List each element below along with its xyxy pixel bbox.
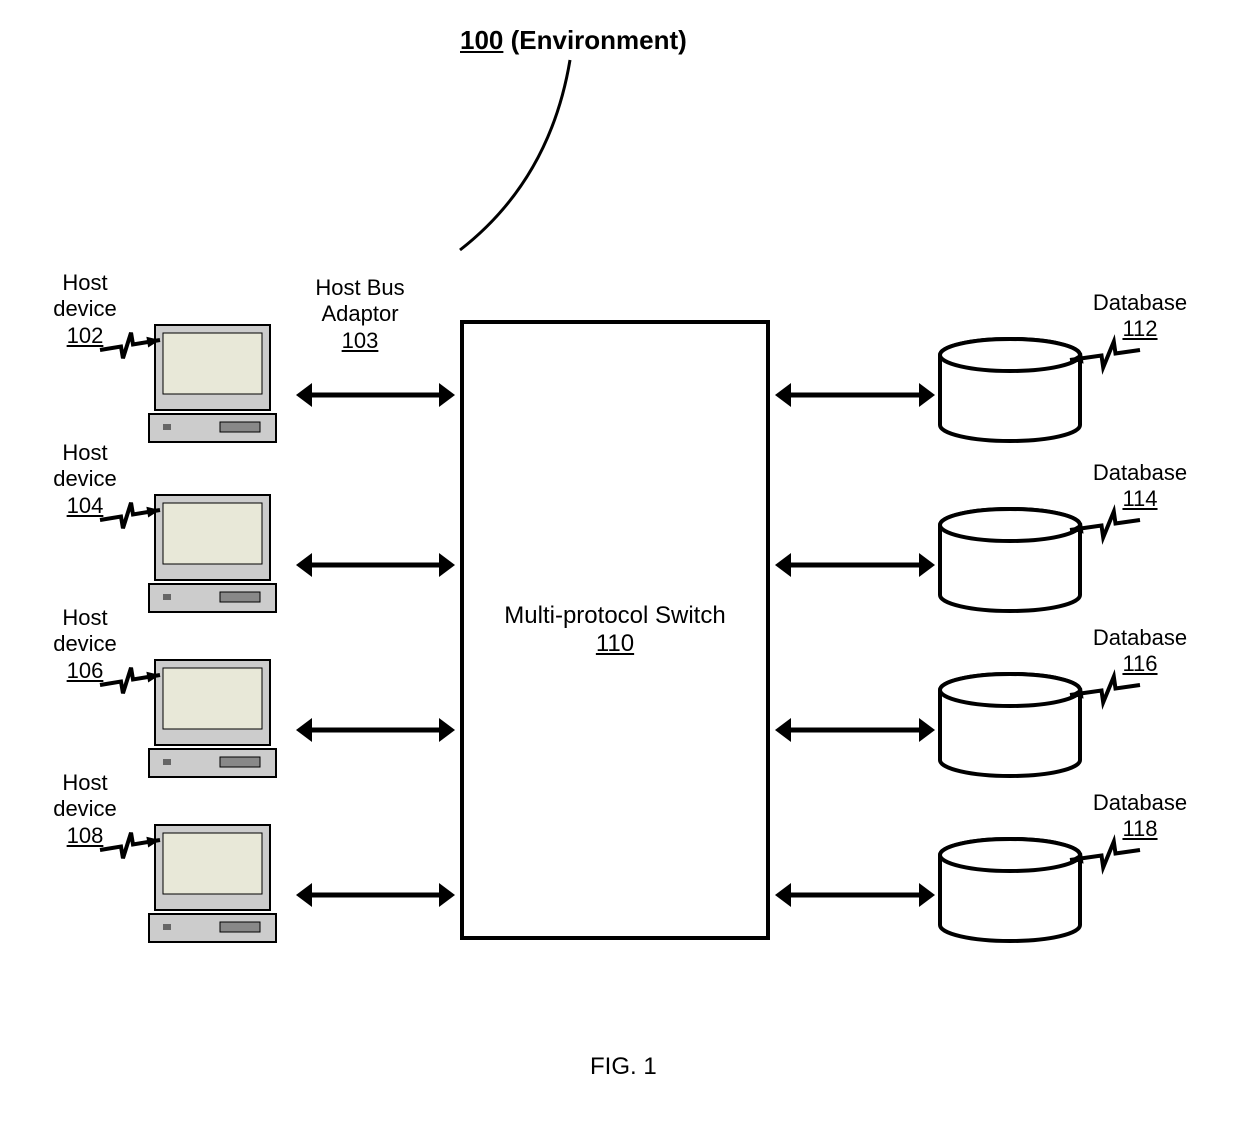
db-label-2: Database 116 [1080, 625, 1200, 678]
switch-label: Multi-protocol Switch [504, 602, 725, 630]
db-label-3: Database 118 [1080, 790, 1200, 843]
host-label-0: Host device 102 [40, 270, 130, 349]
title-number: 100 [460, 25, 503, 55]
host-label-1: Host device 104 [40, 440, 130, 519]
switch-number: 110 [596, 630, 634, 658]
host-label-3: Host device 108 [40, 770, 130, 849]
db-label-0: Database 112 [1080, 290, 1200, 343]
diagram-title: 100 (Environment) [460, 25, 687, 56]
figure-label: FIG. 1 [590, 1053, 657, 1081]
title-suffix: (Environment) [503, 25, 686, 55]
host-label-2: Host device 106 [40, 605, 130, 684]
switch-box: Multi-protocol Switch 110 [460, 320, 770, 940]
hba-label: Host Bus Adaptor 103 [300, 275, 420, 354]
db-label-1: Database 114 [1080, 460, 1200, 513]
network-diagram: 100 (Environment) Host device 102 Host d… [0, 0, 1240, 1131]
